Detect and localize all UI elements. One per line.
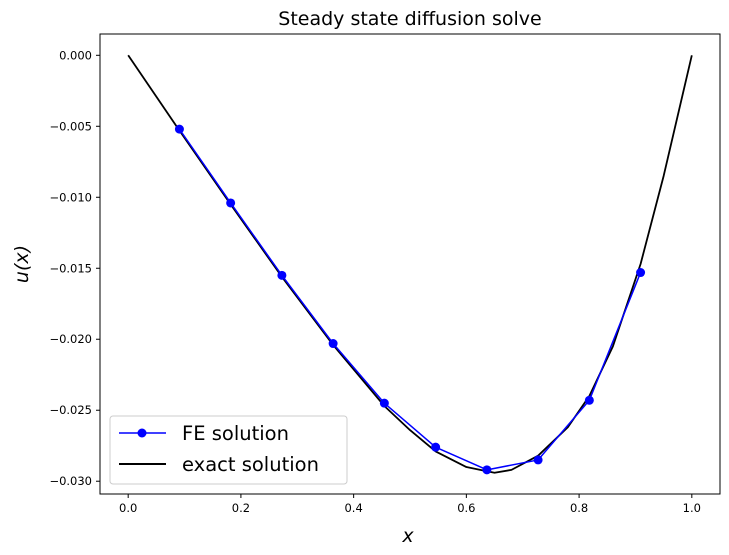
x-axis: 0.0 0.2 0.4 0.6 0.8 1.0: [119, 494, 701, 515]
fe-solution-point: [482, 465, 492, 475]
fe-solution-point: [226, 198, 236, 208]
y-tick-label: 0.000: [59, 48, 92, 62]
plot-frame: [99, 33, 721, 495]
chart-title: Steady state diffusion solve: [278, 8, 541, 30]
series-line-exact-solution: [127, 54, 693, 474]
legend-box: [109, 415, 348, 485]
fe-solution-point: [533, 455, 543, 465]
fe-solution-point: [174, 124, 184, 134]
y-axis-label: u(x): [11, 245, 33, 283]
legend-label-exact: exact solution: [182, 453, 319, 476]
y-tick-label: −0.005: [49, 119, 92, 133]
y-axis-label-text: u(x): [11, 245, 33, 283]
y-tick-label: −0.025: [49, 403, 92, 417]
y-tick-label: −0.030: [49, 474, 92, 488]
x-tick-label: 0.6: [457, 501, 475, 515]
y-tick-label: −0.020: [49, 332, 92, 346]
legend-label-fe: FE solution: [182, 422, 289, 445]
plot-area: [127, 54, 693, 475]
legend: FE solution exact solution: [109, 415, 348, 485]
x-axis-label: x: [401, 525, 414, 547]
fe-solution-point: [431, 442, 441, 452]
legend-marker-fe: [137, 428, 147, 438]
x-tick-label: 0.8: [570, 501, 588, 515]
y-tick-label: −0.010: [49, 190, 92, 204]
x-tick-label: 0.2: [232, 501, 250, 515]
fe-solution-point: [584, 395, 594, 405]
x-tick-label: 1.0: [683, 501, 701, 515]
fe-solution-point: [636, 268, 646, 278]
fe-solution-point: [379, 398, 389, 408]
fe-solution-point: [328, 339, 338, 349]
y-axis: 0.000 −0.005 −0.010 −0.015 −0.020 −0.025 −0.03…: [49, 48, 100, 488]
fe-solution-point: [277, 270, 287, 280]
x-tick-label: 0.4: [344, 501, 362, 515]
x-tick-label: 0.0: [119, 501, 137, 515]
series-line-fe-solution: [178, 128, 642, 471]
y-tick-label: −0.015: [49, 261, 92, 275]
